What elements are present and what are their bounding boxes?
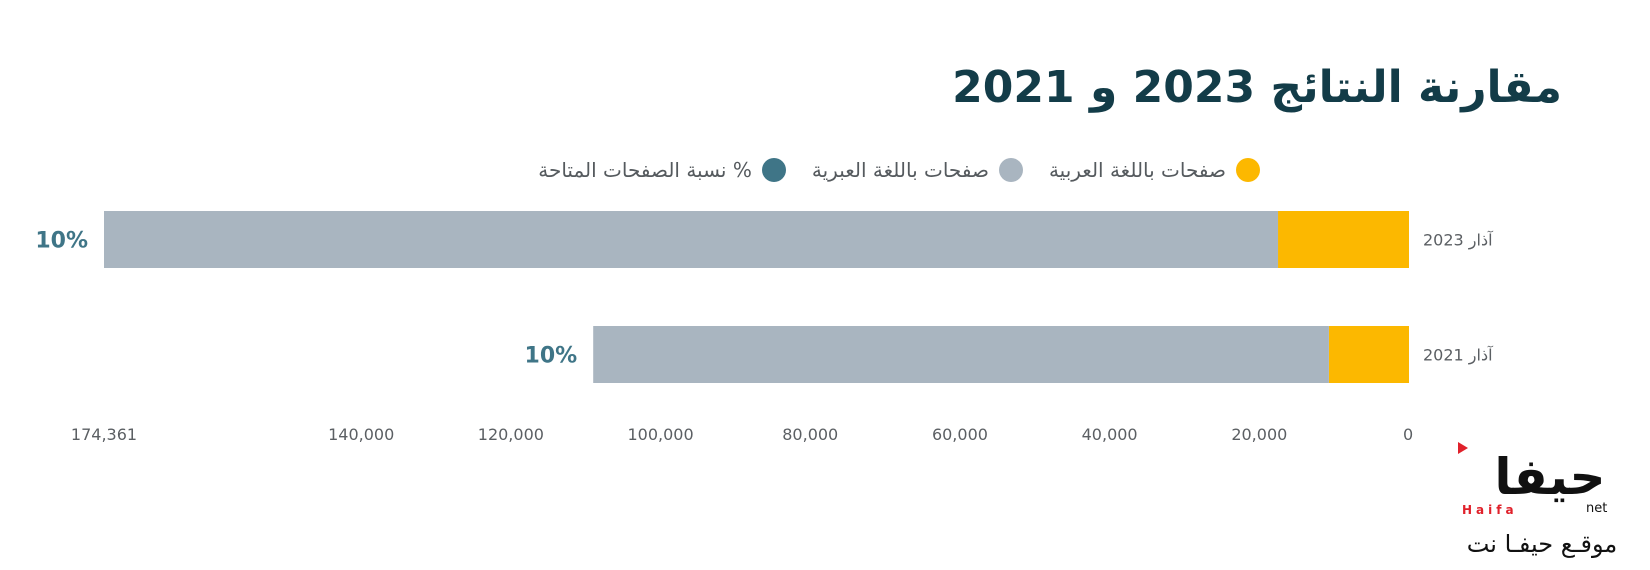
x-tick-label-0: 0 xyxy=(1403,425,1413,444)
percent-label-1: 10% xyxy=(525,344,578,369)
logo-net: net xyxy=(1586,501,1607,516)
row-label-1: آذار 2021 xyxy=(1423,346,1494,366)
row-label-0: آذار 2023 xyxy=(1423,231,1494,251)
bar-arabic-0 xyxy=(1278,211,1409,268)
x-tick-label-3: 60,000 xyxy=(932,425,988,444)
bar-hebrew-1 xyxy=(593,326,1329,383)
legend-swatch-percent xyxy=(761,158,786,182)
x-tick-label-6: 120,000 xyxy=(478,425,544,444)
haifa-net-logo: حيفا net Haifa موقـع حيفـا نت xyxy=(1458,442,1618,558)
bar-hebrew-0 xyxy=(104,211,1279,268)
legend-swatch-arabic xyxy=(1236,158,1260,182)
percent-label-0: 10% xyxy=(35,229,88,254)
x-tick-label-2: 40,000 xyxy=(1082,425,1138,444)
legend-swatch-hebrew xyxy=(998,158,1023,182)
logo-latin: Haifa xyxy=(1462,503,1518,517)
legend-item-arabic: صفحات باللغة العربية xyxy=(1049,158,1260,182)
bar-arabic-1 xyxy=(1328,326,1409,383)
legend-item-percent: % نسبة الصفحات المتاحة xyxy=(538,158,786,182)
x-tick-label-1: 20,000 xyxy=(1231,425,1287,444)
legend-label-arabic: صفحات باللغة العربية xyxy=(1048,158,1226,182)
x-tick-label-5: 100,000 xyxy=(627,425,693,444)
legend: صفحات باللغة العربية صفحات باللغة العبري… xyxy=(538,158,1260,182)
legend-label-percent: % نسبة الصفحات المتاحة xyxy=(538,158,752,182)
chart-plot: آذار 2023 10% آذار 2021 10% 0 20,000 40,000 60,… xyxy=(35,211,1494,444)
logo-red-triangle xyxy=(1458,442,1468,454)
x-tick-label-7: 140,000 xyxy=(328,425,394,444)
logo-subtitle: موقـع حيفـا نت xyxy=(1467,530,1618,558)
chart-title: مقارنة النتائج 2023 و 2021 xyxy=(952,62,1562,113)
logo-main: حيفا xyxy=(1494,448,1605,506)
x-tick-label-4: 80,000 xyxy=(782,425,838,444)
legend-item-hebrew: صفحات باللغة العبرية xyxy=(812,158,1023,182)
x-tick-label-8: 174,361 xyxy=(71,425,137,444)
legend-label-hebrew: صفحات باللغة العبرية xyxy=(811,158,989,182)
